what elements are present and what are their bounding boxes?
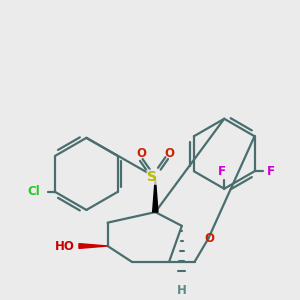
Text: O: O: [204, 232, 214, 245]
Text: F: F: [218, 165, 226, 178]
Text: S: S: [147, 170, 157, 184]
Text: F: F: [267, 165, 275, 178]
Text: H: H: [177, 284, 187, 297]
Text: O: O: [136, 147, 146, 160]
Text: Cl: Cl: [28, 185, 40, 198]
Polygon shape: [79, 244, 108, 248]
Polygon shape: [153, 177, 158, 212]
Text: O: O: [164, 147, 174, 160]
Text: HO: HO: [55, 239, 75, 253]
